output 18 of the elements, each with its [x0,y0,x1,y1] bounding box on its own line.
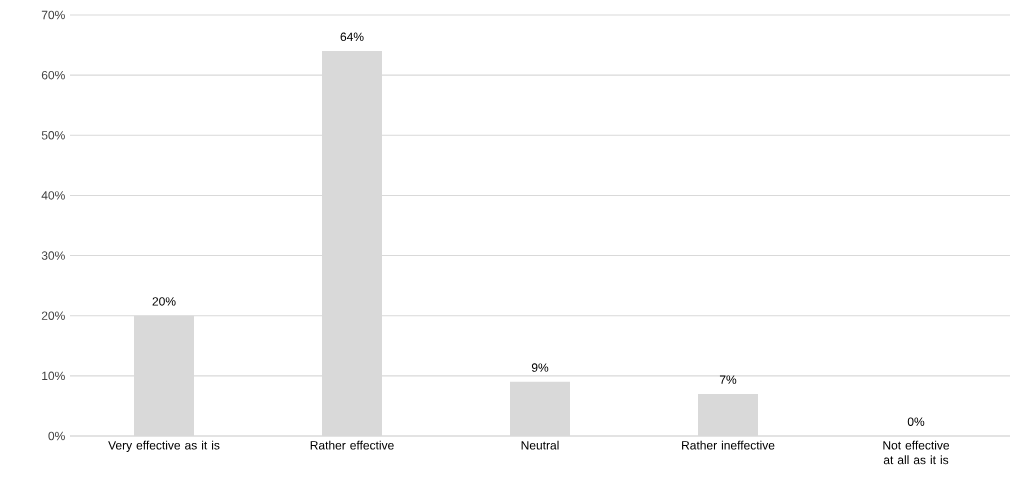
data-label: 20% [152,297,176,306]
y-tick-label: 10% [42,371,65,381]
x-tick-label: Rather effective [310,440,394,450]
y-tick-label: 50% [41,131,65,140]
y-tick-label: 30% [41,251,65,260]
data-label: 0% [907,417,925,426]
x-tick-label: Not effective at all as it is [883,440,950,465]
y-tick-label: 70% [41,10,65,20]
x-tick-label: Neutral [521,440,559,450]
y-tick-label: 40% [41,191,65,200]
y-tick-label: 20% [41,311,65,320]
y-tick-label: 0% [48,431,65,441]
x-tick-label: Very effective as it is [108,440,220,452]
data-label: 7% [719,375,737,384]
x-tick-label: Rather ineffective [682,440,775,450]
data-label: 64% [340,32,364,42]
data-label: 9% [531,363,549,372]
y-tick-label: 60% [41,70,65,80]
